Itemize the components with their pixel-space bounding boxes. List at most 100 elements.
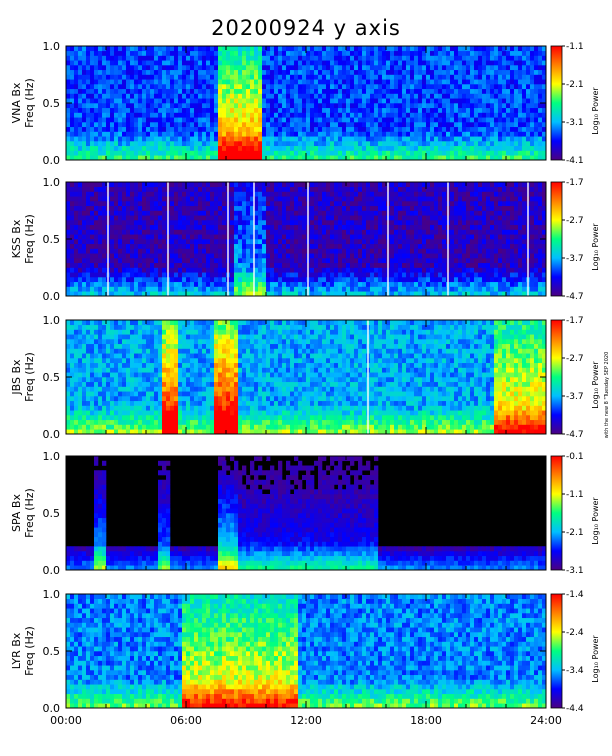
spectrogram-cell [134, 88, 139, 94]
spectrogram-cell [230, 281, 235, 287]
spectrogram-cell [374, 155, 379, 161]
spectrogram-cell [390, 60, 395, 66]
spectrogram-cell [478, 107, 483, 113]
spectrogram-cell [542, 107, 547, 113]
spectrogram-cell [310, 150, 315, 156]
spectrogram-cell [438, 136, 443, 142]
spectrogram-cell [394, 182, 399, 188]
spectrogram-cell [246, 74, 251, 80]
spectrogram-cell [274, 65, 279, 71]
spectrogram-cell [342, 220, 347, 226]
spectrogram-cell [334, 112, 339, 118]
spectrogram-cell [102, 286, 107, 292]
spectrogram-cell [190, 243, 195, 249]
spectrogram-cell [82, 46, 87, 52]
spectrogram-cell [418, 79, 423, 85]
spectrogram-cell [506, 88, 511, 94]
spectrogram-cell [286, 286, 291, 292]
spectrogram-cell [222, 46, 227, 52]
spectrogram-cell [202, 220, 207, 226]
spectrogram-cell [190, 234, 195, 240]
spectrogram-cell [274, 117, 279, 123]
spectrogram-cell [342, 267, 347, 273]
spectrogram-cell [78, 201, 83, 207]
spectrogram-cell [290, 267, 295, 273]
spectrogram-cell [74, 145, 79, 151]
spectrogram-cell [334, 291, 339, 297]
spectrogram-cell [318, 229, 323, 235]
spectrogram-cell [298, 215, 303, 221]
spectrogram-cell [202, 182, 207, 188]
spectrogram-cell [470, 46, 475, 52]
spectrogram-cell [526, 112, 531, 118]
spectrogram-cell [98, 205, 103, 211]
spectrogram-cell [74, 46, 79, 52]
spectrogram-cell [542, 103, 547, 109]
spectrogram-cell [478, 131, 483, 137]
spectrogram-cell [426, 79, 431, 85]
spectrogram-cell [206, 98, 211, 104]
spectrogram-cell [378, 131, 383, 137]
spectrogram-cell [482, 150, 487, 156]
spectrogram-cell [90, 126, 95, 132]
spectrogram-cell [338, 182, 343, 188]
spectrogram-cell [98, 272, 103, 278]
spectrogram-cell [322, 201, 327, 207]
spectrogram-cell [254, 122, 259, 128]
spectrogram-cell [366, 291, 371, 297]
spectrogram-cell [126, 122, 131, 128]
spectrogram-cell [458, 107, 463, 113]
spectrogram-cell [366, 84, 371, 90]
spectrogram-cell [414, 55, 419, 61]
spectrogram-cell [290, 155, 295, 161]
spectrogram-cell [402, 191, 407, 197]
spectrogram-cell [366, 50, 371, 56]
spectrogram-cell [214, 205, 219, 211]
spectrogram-cell [314, 281, 319, 287]
spectrogram-cell [378, 220, 383, 226]
spectrogram-cell [258, 145, 263, 151]
spectrogram-cell [258, 69, 263, 75]
spectrogram-cell [338, 84, 343, 90]
spectrogram-cell [242, 229, 247, 235]
spectrogram-cell [458, 155, 463, 161]
spectrogram-cell [214, 272, 219, 278]
spectrogram-cell [418, 60, 423, 66]
spectrogram-cell [418, 84, 423, 90]
spectrogram-cell [334, 267, 339, 273]
spectrogram-cell [78, 46, 83, 52]
spectrogram-cell [94, 248, 99, 254]
spectrogram-cell [190, 107, 195, 113]
spectrogram-cell [250, 50, 255, 56]
spectrogram-cell [502, 88, 507, 94]
spectrogram-cell [530, 122, 535, 128]
spectrogram-cell [194, 107, 199, 113]
spectrogram-cell [418, 46, 423, 52]
spectrogram-cell [154, 243, 159, 249]
spectrogram-cell [410, 155, 415, 161]
spectrogram-cell [338, 131, 343, 137]
spectrogram-cell [86, 286, 91, 292]
spectrogram-cell [138, 243, 143, 249]
spectrogram-cell [278, 55, 283, 61]
spectrogram-cell [482, 50, 487, 56]
spectrogram-cell [406, 107, 411, 113]
spectrogram-cell [462, 145, 467, 151]
spectrogram-cell [294, 126, 299, 132]
spectrogram-cell [374, 220, 379, 226]
spectrogram-cell [370, 122, 375, 128]
spectrogram-cell [206, 155, 211, 161]
spectrogram-cell [254, 262, 259, 268]
spectrogram-cell [134, 69, 139, 75]
spectrogram-cell [482, 46, 487, 52]
spectrogram-cell [182, 88, 187, 94]
spectrogram-cell [542, 93, 547, 99]
spectrogram-cell [78, 55, 83, 61]
spectrogram-cell [318, 267, 323, 273]
spectrogram-cell [114, 262, 119, 268]
spectrogram-cell [278, 155, 283, 161]
spectrogram-cell [458, 74, 463, 80]
spectrogram-cell [226, 93, 231, 99]
spectrogram-cell [198, 84, 203, 90]
spectrogram-cell [314, 258, 319, 264]
